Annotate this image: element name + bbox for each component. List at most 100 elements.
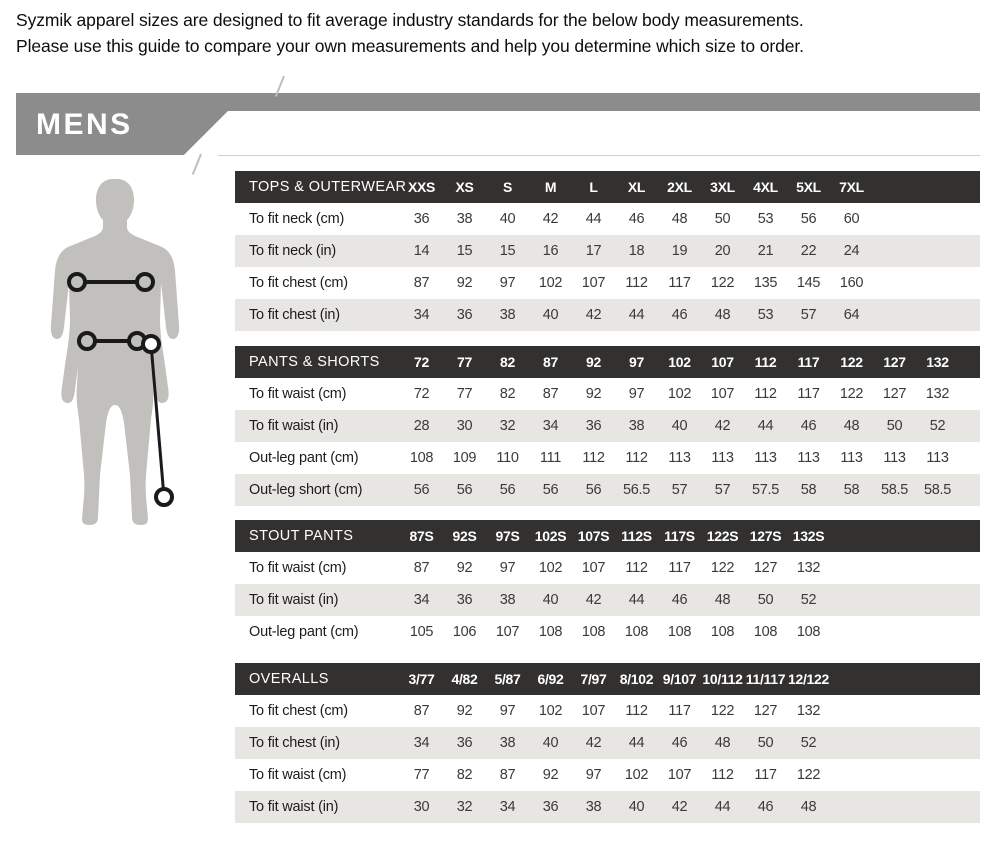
measurement-cell: 97 [499, 275, 516, 291]
table-row: To fit neck (in) 14 15 15 16 17 18 19 20 21 22 24 [235, 235, 980, 267]
measurement-cell: 102 [538, 560, 563, 576]
measurement-cell: 40 [542, 735, 559, 751]
measurement-cell: 113 [840, 450, 863, 466]
measurement-cell: 46 [671, 592, 688, 608]
measurement-cell: 113 [926, 450, 949, 466]
measurement-cell: 108 [409, 450, 434, 466]
size-header-cell: 10/112 [702, 671, 743, 687]
size-header-cell: 92 [586, 354, 601, 370]
measurement-cell: 30 [413, 799, 430, 815]
measurement-label: To fit neck (in) [249, 243, 337, 259]
banner-slash-bottom-icon [191, 153, 202, 175]
size-header-cell: XL [627, 179, 646, 195]
measurement-cell: 32 [499, 418, 516, 434]
measurement-cell: 36 [456, 592, 473, 608]
measurement-cell: 53 [757, 211, 774, 227]
size-header-cell: 122 [840, 354, 863, 370]
measurement-cell: 112 [754, 386, 777, 402]
measurement-cell: 50 [757, 592, 774, 608]
body-shape [50, 179, 180, 525]
measurement-cell: 38 [499, 735, 516, 751]
measurement-cell: 112 [625, 450, 648, 466]
measurement-cell: 58 [800, 482, 817, 498]
measurement-cell: 113 [668, 450, 691, 466]
measurement-cell: 107 [581, 560, 606, 576]
measurement-cell: 77 [413, 767, 430, 783]
size-header-cell: 102 [668, 354, 691, 370]
table-title: OVERALLS [249, 671, 329, 687]
measurement-cell: 87 [542, 386, 559, 402]
size-table: OVERALLS 3/77 4/82 5/87 6/92 7/97 8/102 9/107 10… [235, 663, 980, 823]
measurement-label: To fit neck (cm) [249, 211, 345, 227]
size-table: STOUT PANTS 87S 92S 97S 102S 107S 112S 117S 122S… [235, 520, 980, 648]
measurement-cell: 15 [456, 243, 473, 259]
size-header-cell: 6/92 [537, 671, 564, 687]
size-header-cell: 87 [543, 354, 558, 370]
table-header-row: TOPS & OUTERWEAR XXS XS S M L XL 2XL 3XL 4XL 5XL 7X… [235, 171, 980, 203]
measurement-cell: 92 [456, 275, 473, 291]
size-header-cell: 112S [621, 528, 652, 544]
banner-bar [16, 93, 980, 111]
table-title: TOPS & OUTERWEAR [249, 179, 407, 195]
silhouette-svg [50, 179, 180, 525]
size-header-cell: 72 [414, 354, 429, 370]
measurement-label: To fit waist (in) [249, 799, 339, 815]
measurement-cell: 42 [585, 592, 602, 608]
measurement-cell: 102 [538, 275, 563, 291]
measurement-cell: 97 [628, 386, 645, 402]
measurement-cell: 108 [581, 624, 606, 640]
measurement-cell: 160 [839, 275, 864, 291]
size-header-cell: 82 [500, 354, 515, 370]
size-header-cell: 132 [926, 354, 949, 370]
measurement-cell: 48 [714, 307, 731, 323]
table-row: To fit neck (cm) 36 38 40 42 44 46 48 50 53 56 60 [235, 203, 980, 235]
measurement-cell: 52 [929, 418, 946, 434]
measurement-cell: 56 [800, 211, 817, 227]
intro-line-2: Please use this guide to compare your ow… [16, 36, 804, 56]
measurement-cell: 42 [585, 735, 602, 751]
size-header-cell: 4/82 [451, 671, 478, 687]
measurement-cell: 97 [499, 560, 516, 576]
measurement-cell: 108 [753, 624, 778, 640]
measurement-cell: 28 [413, 418, 430, 434]
measurement-cell: 102 [538, 703, 563, 719]
measurement-cell: 56 [542, 482, 559, 498]
measurement-cell: 77 [456, 386, 473, 402]
measurement-cell: 132 [796, 703, 821, 719]
measurement-label: To fit waist (cm) [249, 767, 347, 783]
size-header-cell: XS [455, 179, 474, 195]
measurement-cell: 58.5 [880, 482, 909, 498]
size-header-cell: 12/122 [787, 671, 830, 687]
measurement-cell: 56 [499, 482, 516, 498]
measurement-cell: 36 [413, 211, 430, 227]
measurement-cell: 108 [796, 624, 821, 640]
measurement-label: To fit chest (in) [249, 307, 340, 323]
measurement-cell: 122 [710, 703, 735, 719]
measurement-cell: 87 [413, 275, 430, 291]
measurement-label: Out-leg pant (cm) [249, 624, 359, 640]
size-header-cell: 9/107 [662, 671, 697, 687]
table-header-row: OVERALLS 3/77 4/82 5/87 6/92 7/97 8/102 9/107 10… [235, 663, 980, 695]
measurement-cell: 57.5 [751, 482, 780, 498]
measurement-cell: 50 [886, 418, 903, 434]
table-row: To fit waist (in) 28 30 32 34 36 38 40 42 44 46 48 5… [235, 410, 980, 442]
measurement-cell: 34 [542, 418, 559, 434]
banner-underline [218, 155, 980, 156]
measurement-cell: 108 [624, 624, 649, 640]
size-header-cell: 77 [457, 354, 472, 370]
measurement-cell: 40 [542, 592, 559, 608]
measurement-cell: 58 [843, 482, 860, 498]
measurement-cell: 17 [585, 243, 602, 259]
measurement-cell: 56.5 [622, 482, 651, 498]
size-header-cell: 112 [754, 354, 777, 370]
measurement-cell: 19 [671, 243, 688, 259]
table-row: To fit waist (cm) 77 82 87 92 97 102 107 112 117 1… [235, 759, 980, 791]
banner-title: MENS [36, 108, 133, 141]
measurement-cell: 44 [628, 592, 645, 608]
measurement-label: To fit chest (cm) [249, 275, 348, 291]
measurement-cell: 46 [628, 211, 645, 227]
measurement-cell: 21 [757, 243, 774, 259]
measurement-cell: 122 [710, 560, 735, 576]
table-header-row: PANTS & SHORTS 72 77 82 87 92 97 102 107 112 117 12… [235, 346, 980, 378]
measurement-cell: 32 [456, 799, 473, 815]
